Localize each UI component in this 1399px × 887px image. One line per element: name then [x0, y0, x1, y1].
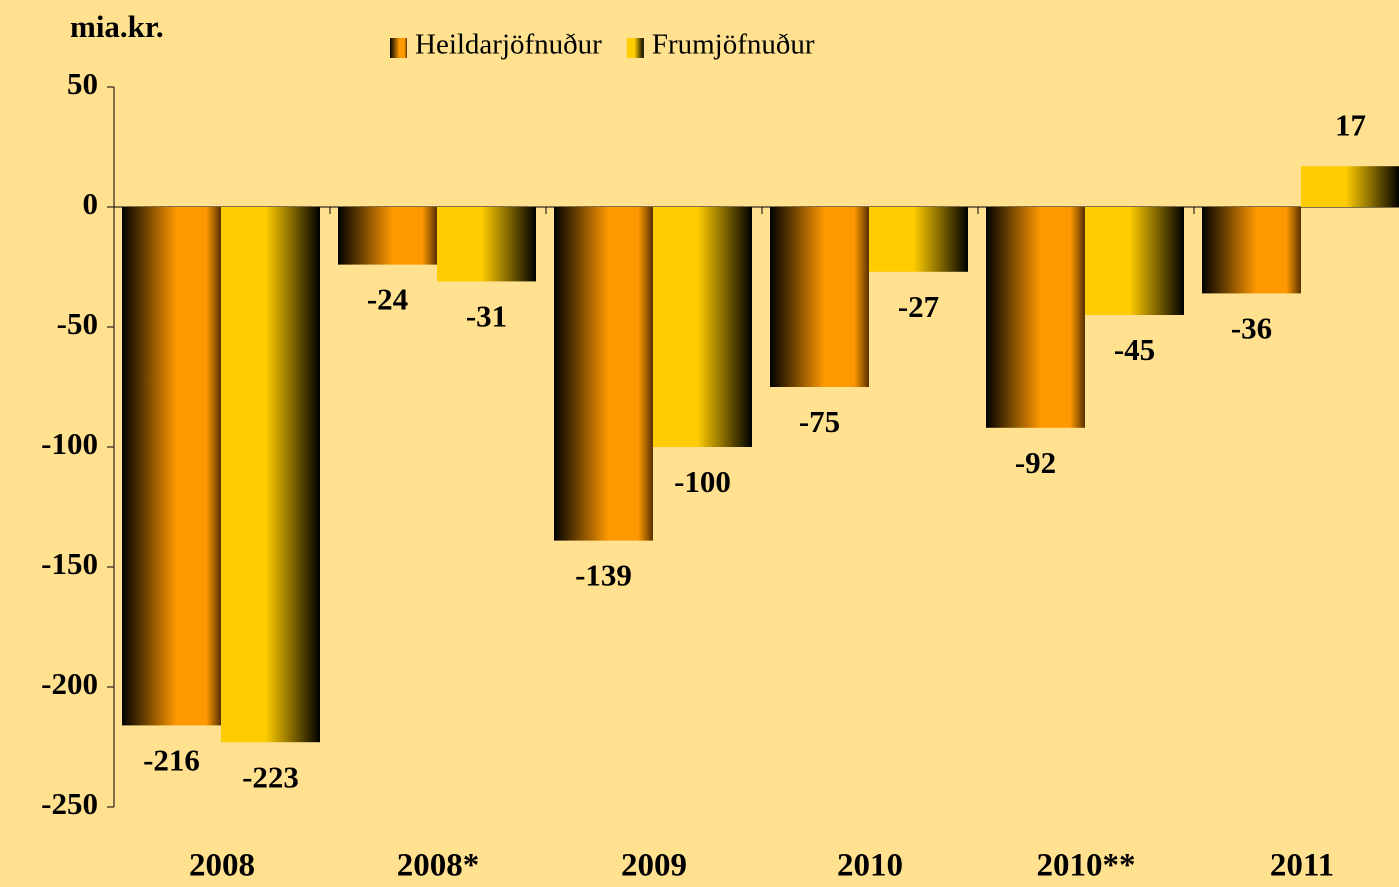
- x-tick-label: 2010: [837, 848, 903, 884]
- bar: [554, 207, 653, 541]
- bar: [338, 207, 437, 265]
- value-label: -100: [674, 464, 731, 499]
- legend-label: Heildarjöfnuður: [415, 29, 602, 61]
- value-label: 17: [1335, 107, 1366, 142]
- legend-swatch: [626, 38, 644, 58]
- value-label: -92: [1015, 445, 1056, 480]
- value-label: -139: [575, 558, 632, 593]
- x-tick-label: 2011: [1270, 848, 1334, 884]
- bar: [1202, 207, 1301, 294]
- bar: [986, 207, 1085, 428]
- value-label: -216: [143, 743, 200, 778]
- value-label: -24: [367, 282, 408, 317]
- bar: [869, 207, 968, 272]
- y-axis-label: mia.kr.: [70, 9, 164, 44]
- y-tick-label: -250: [41, 786, 98, 821]
- legend-label: Frumjöfnuður: [652, 29, 815, 61]
- y-tick-label: -150: [41, 546, 98, 581]
- bar: [653, 207, 752, 447]
- bar: [1085, 207, 1184, 315]
- bar: [221, 207, 320, 743]
- bar: [437, 207, 536, 282]
- y-tick-label: 50: [67, 66, 98, 101]
- y-tick-label: 0: [83, 186, 99, 221]
- value-label: -31: [466, 299, 507, 334]
- x-tick-label: 2008*: [397, 848, 480, 884]
- value-label: -36: [1231, 311, 1272, 346]
- x-tick-label: 2009: [621, 848, 687, 884]
- bar: [122, 207, 221, 726]
- y-tick-label: -50: [57, 306, 98, 341]
- value-label: -27: [898, 289, 939, 324]
- x-tick-label: 2010**: [1037, 848, 1136, 884]
- bar: [770, 207, 869, 387]
- y-tick-label: -100: [41, 426, 98, 461]
- value-label: -223: [242, 759, 299, 794]
- legend-swatch: [390, 38, 407, 58]
- value-label: -75: [799, 404, 840, 439]
- value-label: -45: [1114, 332, 1155, 367]
- y-tick-label: -200: [41, 666, 98, 701]
- x-tick-label: 2008: [189, 848, 255, 884]
- bar: [1301, 166, 1399, 207]
